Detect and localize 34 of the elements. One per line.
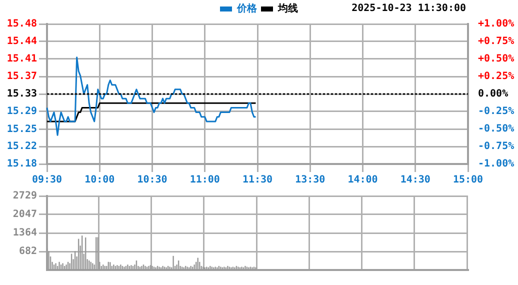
x-tick-label: 14:30 (400, 174, 430, 186)
y2-tick-label: -1.00% (478, 158, 514, 170)
x-tick-label: 10:00 (84, 174, 115, 186)
y-tick-label: 2047 (12, 209, 37, 220)
y-tick-label: 682 (18, 246, 37, 258)
text: 2025-10-23 11:30:00 (352, 3, 466, 14)
y-tick-label: 15.37 (6, 71, 37, 82)
x-tick-label: 14:00 (348, 174, 378, 186)
y2-tick-label: -0.50% (478, 124, 514, 135)
x-tick-label: 13:30 (295, 174, 326, 186)
y2-tick-label: +1.00% (478, 18, 514, 30)
y-tick-label: 15.22 (6, 141, 37, 152)
y-tick-label: 15.18 (6, 158, 37, 170)
y2-tick-label: +0.50% (478, 54, 514, 65)
y-tick-label: 15.29 (6, 106, 37, 117)
y2-tick-label: -0.75% (478, 141, 514, 152)
y-tick-label: 15.25 (6, 124, 37, 135)
x-tick-label: 11:30 (242, 174, 273, 186)
y2-tick-label: +0.75% (478, 36, 514, 48)
x-tick-label: 11:00 (190, 174, 220, 186)
y2-tick-label: +0.25% (478, 71, 514, 82)
y2-tick-label: -0.25% (478, 106, 514, 118)
y-tick-label: 1364 (12, 228, 37, 239)
y-tick-label: 2729 (12, 190, 37, 202)
y2-tick-label: 0.00% (478, 88, 508, 100)
legend-label: 均线 (277, 2, 298, 15)
legend-label: 价格 (236, 2, 258, 15)
x-tick-label: 09:30 (32, 174, 62, 186)
x-tick-label: 15:00 (452, 174, 484, 186)
y-tick-label: 15.44 (6, 36, 37, 47)
y-tick-label: 15.41 (6, 53, 37, 64)
y-tick-label: 15.33 (6, 88, 37, 100)
y-tick-label: 15.48 (6, 18, 37, 30)
x-tick-label: 10:30 (137, 174, 168, 186)
